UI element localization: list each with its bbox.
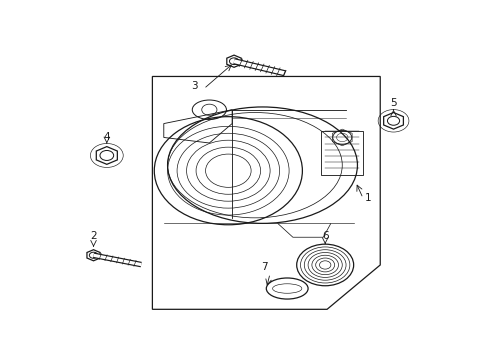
Text: 5: 5 bbox=[390, 98, 397, 108]
Text: 1: 1 bbox=[365, 193, 372, 203]
Text: 2: 2 bbox=[90, 231, 97, 242]
Text: 6: 6 bbox=[322, 231, 328, 242]
Text: 7: 7 bbox=[262, 262, 268, 272]
Text: 4: 4 bbox=[103, 132, 110, 141]
Text: 3: 3 bbox=[191, 81, 198, 91]
